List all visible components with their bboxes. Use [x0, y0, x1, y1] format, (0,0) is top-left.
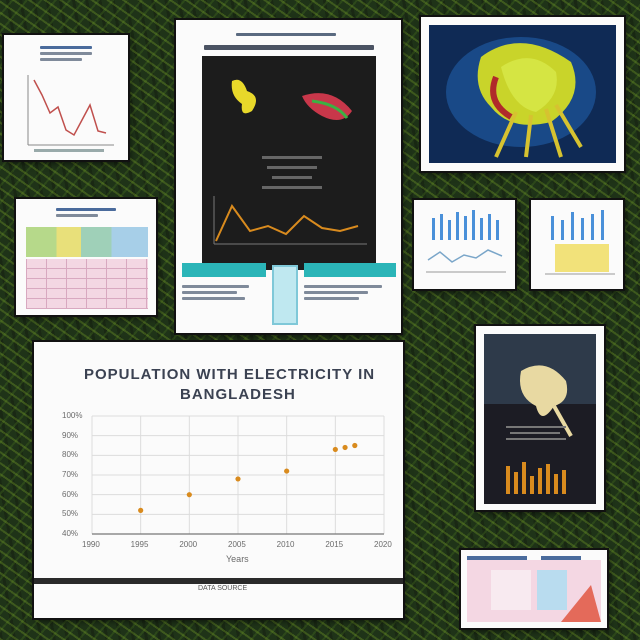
x-axis-label: Years: [226, 554, 249, 564]
chart-footer-text: DATA SOURCE: [198, 585, 248, 592]
x-tick-label: 1995: [130, 540, 149, 549]
mini-chart-heading: [40, 43, 92, 64]
table-colored-band: [26, 227, 148, 257]
artwork-card: [421, 17, 624, 171]
data-point: [352, 442, 358, 449]
data-point: [235, 476, 241, 482]
y-tick-label: 80%: [62, 450, 79, 460]
y-tick-label: 70%: [62, 470, 79, 479]
poster-dark-panel: [202, 56, 376, 270]
pink-map-image: [467, 556, 601, 622]
x-tick-label: 2000: [179, 540, 198, 549]
data-point: [138, 507, 144, 513]
dark-poster-image: [484, 334, 596, 504]
data-point: [332, 446, 338, 453]
x-tick-label: 2005: [228, 540, 246, 549]
y-tick-label: 60%: [62, 489, 79, 499]
poster-teal-box-left: [182, 263, 266, 323]
chart-footer-bar: [34, 578, 403, 584]
main-chart-plot: [91, 415, 385, 535]
poster-heading: [236, 30, 336, 39]
poster-illustration: [213, 79, 367, 245]
table-chart-heading: [56, 205, 116, 220]
y-tick-label: 50%: [62, 509, 79, 519]
poster-card: [176, 20, 401, 333]
x-tick-label: 2015: [325, 540, 344, 549]
poster-center-figure: [272, 265, 298, 325]
main-chart-title-line2: BANGLADESH: [180, 386, 296, 403]
y-tick-label: 100%: [62, 411, 83, 420]
main-chart-title-line1: POPULATION WITH ELECTRICITY IN: [84, 366, 376, 383]
y-tick-label: 40%: [62, 529, 79, 538]
poster-subheading: [204, 42, 374, 53]
x-tick-label: 1990: [82, 540, 100, 549]
data-point: [186, 492, 192, 498]
x-tick-label: 2010: [276, 540, 295, 549]
pink-map-card: [461, 550, 607, 628]
bar-chart-2-plot: [545, 210, 615, 275]
mini-line-chart-card: [4, 35, 128, 160]
table-pink-grid: [26, 259, 148, 309]
bar-chart-1-plot: [426, 210, 506, 273]
poster-teal-box-right: [304, 263, 396, 323]
bar-chart-card-1: [414, 200, 515, 289]
artwork-image: [429, 25, 616, 163]
data-point: [342, 444, 348, 451]
data-point: [284, 468, 290, 474]
mini-line-plot: [27, 75, 114, 152]
table-chart-card: [16, 199, 156, 315]
main-chart-card: POPULATION WITH ELECTRICITY IN BANGLADES…: [34, 342, 403, 618]
x-tick-label: 2020: [374, 540, 392, 549]
dark-poster-card: [476, 326, 604, 510]
y-tick-label: 90%: [62, 430, 79, 440]
bar-chart-card-2: [531, 200, 623, 289]
